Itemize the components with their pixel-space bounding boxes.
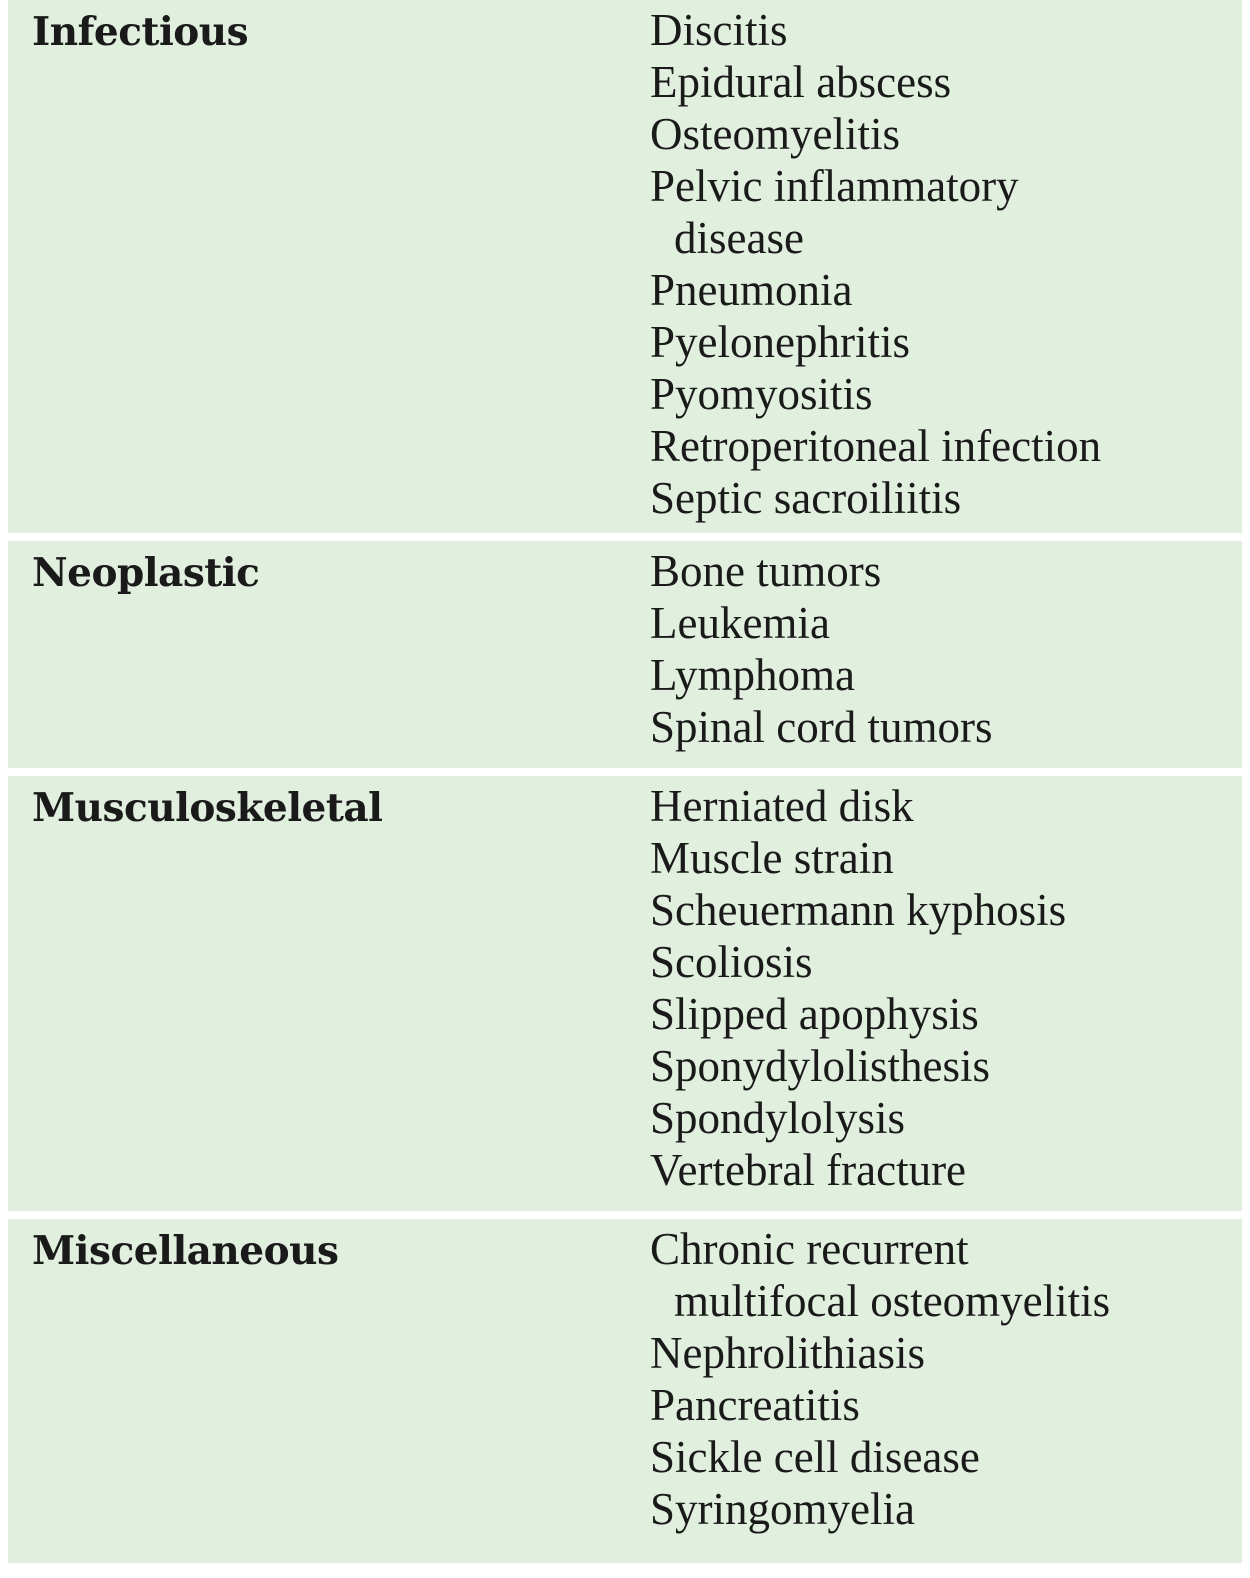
list-item: Herniated disk: [650, 780, 1230, 832]
list-item-text: Pneumonia: [650, 265, 853, 315]
list-item-text: Muscle strain: [650, 833, 894, 883]
list-item: Scoliosis: [650, 936, 1230, 988]
list-item-text: Leukemia: [650, 598, 830, 648]
item-list: Bone tumors Leukemia Lymphoma Spinal cord t…: [650, 541, 1230, 768]
list-item: Leukemia: [650, 597, 1230, 649]
table-row-infectious: Infectious Discitis Epidural abscess Osteo…: [8, 0, 1242, 533]
table-row-neoplastic: Neoplastic Bone tumors Leukemia Lymphoma Sp…: [8, 541, 1242, 768]
list-item: Vertebral fracture: [650, 1144, 1230, 1196]
list-item-continuation: disease: [674, 213, 804, 263]
list-item-text: Sponydylolisthesis: [650, 1041, 991, 1091]
list-item: Lymphoma: [650, 649, 1230, 701]
item-list: Discitis Epidural abscess Osteomyelitis Pel…: [650, 0, 1230, 533]
list-item-text: Epidural abscess: [650, 57, 952, 107]
list-item-text: Lymphoma: [650, 650, 855, 700]
list-item: Septic sacroiliitis: [650, 472, 1230, 524]
list-item: Nephrolithiasis: [650, 1327, 1230, 1379]
list-item-text: Slipped apophysis: [650, 989, 979, 1039]
list-item: Syringomyelia: [650, 1483, 1230, 1535]
list-item-continuation: multifocal osteomyelitis: [674, 1276, 1111, 1326]
differential-diagnosis-table: Infectious Discitis Epidural abscess Osteo…: [8, 0, 1242, 1563]
list-item-text: Syringomyelia: [650, 1484, 915, 1534]
category-label: Infectious: [32, 9, 249, 55]
list-item: Sponydylolisthesis: [650, 1040, 1230, 1092]
list-item-text: Pancreatitis: [650, 1380, 860, 1430]
list-item: Spondylolysis: [650, 1092, 1230, 1144]
category-label: Miscellaneous: [32, 1228, 339, 1274]
list-item-text: Nephrolithiasis: [650, 1328, 925, 1378]
list-item: Discitis: [650, 4, 1230, 56]
list-item-text: Chronic recurrent: [650, 1224, 969, 1274]
list-item: Pancreatitis: [650, 1379, 1230, 1431]
list-item-text: Retroperitoneal infection: [650, 421, 1102, 471]
list-item: Chronic recurrent multifocal osteomyeliti…: [650, 1223, 1230, 1327]
list-item-text: Pelvic inflammatory: [650, 161, 1019, 211]
table-row-miscellaneous: Miscellaneous Chronic recurrent multifoca…: [8, 1219, 1242, 1563]
list-item: Sickle cell disease: [650, 1431, 1230, 1483]
category-label: Neoplastic: [32, 550, 260, 596]
category-label: Musculoskeletal: [32, 785, 383, 831]
list-item-text: Bone tumors: [650, 546, 882, 596]
list-item-text: Vertebral fracture: [650, 1145, 967, 1195]
list-item: Osteomyelitis: [650, 108, 1230, 160]
list-item: Slipped apophysis: [650, 988, 1230, 1040]
list-item: Retroperitoneal infection: [650, 420, 1230, 472]
list-item: Epidural abscess: [650, 56, 1230, 108]
item-list: Herniated disk Muscle strain Scheuermann k…: [650, 776, 1230, 1211]
list-item-text: Spondylolysis: [650, 1093, 906, 1143]
list-item: Pneumonia: [650, 264, 1230, 316]
list-item: Scheuermann kyphosis: [650, 884, 1230, 936]
list-item: Pelvic inflammatory disease: [650, 160, 1230, 264]
list-item: Bone tumors: [650, 545, 1230, 597]
list-item-text: Osteomyelitis: [650, 109, 900, 159]
list-item-text: Septic sacroiliitis: [650, 473, 962, 523]
list-item-text: Pyomyositis: [650, 369, 873, 419]
table-row-musculoskeletal: Musculoskeletal Herniated disk Muscle str…: [8, 776, 1242, 1211]
list-item-text: Spinal cord tumors: [650, 702, 993, 752]
list-item: Muscle strain: [650, 832, 1230, 884]
list-item-text: Herniated disk: [650, 781, 914, 831]
list-item: Pyomyositis: [650, 368, 1230, 420]
list-item: Pyelonephritis: [650, 316, 1230, 368]
list-item-text: Sickle cell disease: [650, 1432, 980, 1482]
item-list: Chronic recurrent multifocal osteomyeliti…: [650, 1219, 1230, 1563]
list-item-text: Scoliosis: [650, 937, 813, 987]
list-item-text: Scheuermann kyphosis: [650, 885, 1067, 935]
list-item: Spinal cord tumors: [650, 701, 1230, 753]
list-item-text: Discitis: [650, 5, 788, 55]
list-item-text: Pyelonephritis: [650, 317, 910, 367]
